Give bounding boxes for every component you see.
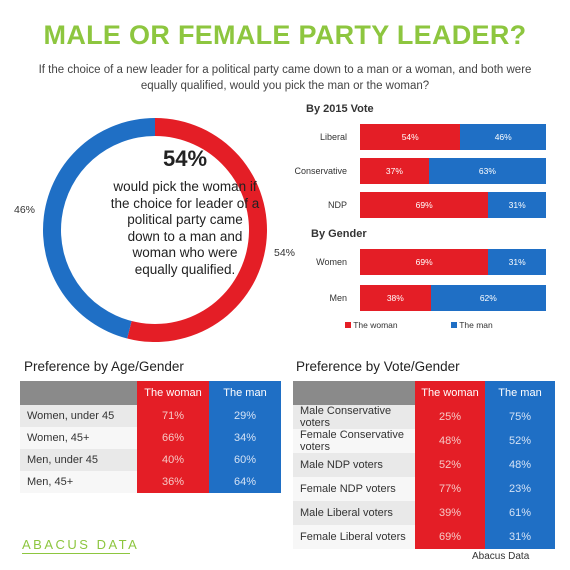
table-header-blank: [20, 381, 137, 405]
row-label: Men, under 45: [20, 449, 137, 471]
bar-category-label: NDP: [327, 200, 347, 210]
cell-woman: 52%: [415, 453, 485, 477]
survey-question: If the choice of a new leader for a poli…: [38, 64, 532, 92]
donut-chart: [42, 117, 267, 342]
cell-woman: 71%: [137, 405, 209, 427]
donut-label-woman: 54%: [274, 247, 296, 259]
bar-segment-woman: 69%: [360, 249, 489, 275]
cell-man: 64%: [209, 471, 281, 493]
age-gender-table: The woman The man Women, under 45 71% 29% W…: [20, 381, 281, 493]
donut-slice-man: [42, 117, 155, 339]
bar-category-label: Women: [316, 257, 347, 267]
table-header-row: The woman The man: [293, 381, 555, 405]
abacus-logo: ABACUS DATA: [22, 537, 140, 552]
cell-man: 52%: [485, 429, 555, 453]
table-header-blank: [293, 381, 415, 405]
cell-man: 48%: [485, 453, 555, 477]
bar-segment-woman: 38%: [360, 285, 431, 311]
table-row: Women, 45+ 66% 34%: [20, 427, 281, 449]
legend-woman-swatch: [345, 322, 351, 328]
bar-category-label: Men: [329, 293, 347, 303]
cell-woman: 39%: [415, 501, 485, 525]
donut-center-text: would pick the woman if the choice for l…: [110, 179, 260, 277]
donut-label-man: 46%: [14, 204, 36, 216]
table-row: Men, 45+ 36% 64%: [20, 471, 281, 493]
cell-woman: 48%: [415, 429, 485, 453]
legend-woman: The woman: [345, 320, 398, 330]
table-row: Men, under 45 40% 60%: [20, 449, 281, 471]
stacked-bar: 54% 46%: [360, 124, 546, 150]
cell-woman: 66%: [137, 427, 209, 449]
table-row: Female Conservative voters 48% 52%: [293, 429, 555, 453]
bars-gender-heading: By Gender: [311, 228, 367, 240]
stacked-bar: 69% 31%: [360, 249, 546, 275]
cell-man: 60%: [209, 449, 281, 471]
table-row: Male Conservative voters 25% 75%: [293, 405, 555, 429]
row-label: Female NDP voters: [293, 477, 415, 501]
table-row: Women, under 45 71% 29%: [20, 405, 281, 427]
row-label: Male Conservative voters: [293, 405, 415, 429]
logo-underline: [22, 553, 130, 554]
vote-gender-table: The woman The man Male Conservative vote…: [293, 381, 555, 549]
bar-segment-man: 31%: [488, 249, 546, 275]
bar-segment-man: 63%: [428, 158, 546, 184]
cell-woman: 69%: [415, 525, 485, 549]
cell-man: 31%: [485, 525, 555, 549]
source-credit: Abacus Data: [472, 551, 530, 562]
bar-segment-man: 31%: [488, 192, 546, 218]
col-header-woman: The woman: [137, 381, 209, 405]
table-row: Female NDP voters 77% 23%: [293, 477, 555, 501]
cell-man: 23%: [485, 477, 555, 501]
cell-woman: 25%: [415, 405, 485, 429]
row-label: Women, under 45: [20, 405, 137, 427]
col-header-woman: The woman: [415, 381, 485, 405]
row-label: Female Conservative voters: [293, 429, 415, 453]
legend-man-swatch: [451, 322, 457, 328]
legend-man-label: The man: [459, 320, 493, 330]
cell-man: 29%: [209, 405, 281, 427]
stacked-bar: 37% 63%: [360, 158, 546, 184]
cell-man: 75%: [485, 405, 555, 429]
bar-category-label: Conservative: [294, 166, 347, 176]
bar-segment-man: 46%: [460, 124, 546, 150]
table-row: Male Liberal voters 39% 61%: [293, 501, 555, 525]
cell-woman: 36%: [137, 471, 209, 493]
cell-man: 61%: [485, 501, 555, 525]
vote-table-heading: Preference by Vote/Gender: [296, 359, 460, 374]
col-header-man: The man: [209, 381, 281, 405]
table-row: Male NDP voters 52% 48%: [293, 453, 555, 477]
bar-segment-woman: 54%: [360, 124, 461, 150]
donut-center-value: 54%: [162, 146, 208, 171]
bar-category-label: Liberal: [319, 132, 347, 142]
cell-woman: 40%: [137, 449, 209, 471]
table-header-row: The woman The man: [20, 381, 281, 405]
bars-vote-heading: By 2015 Vote: [306, 103, 374, 115]
col-header-man: The man: [485, 381, 555, 405]
bar-segment-woman: 69%: [360, 192, 489, 218]
donut-slice-woman: [127, 118, 267, 342]
stacked-bar: 38% 62%: [360, 285, 546, 311]
row-label: Women, 45+: [20, 427, 137, 449]
row-label: Male NDP voters: [293, 453, 415, 477]
table-row: Female Liberal voters 69% 31%: [293, 525, 555, 549]
stacked-bar: 69% 31%: [360, 192, 546, 218]
age-table-heading: Preference by Age/Gender: [24, 359, 184, 374]
row-label: Female Liberal voters: [293, 525, 415, 549]
bar-segment-woman: 37%: [360, 158, 429, 184]
cell-man: 34%: [209, 427, 281, 449]
legend-woman-label: The woman: [353, 320, 398, 330]
row-label: Men, 45+: [20, 471, 137, 493]
bar-segment-man: 62%: [430, 285, 546, 311]
cell-woman: 77%: [415, 477, 485, 501]
chart-title: MALE OR FEMALE PARTY LEADER?: [43, 20, 527, 50]
legend-man: The man: [451, 320, 493, 330]
row-label: Male Liberal voters: [293, 501, 415, 525]
